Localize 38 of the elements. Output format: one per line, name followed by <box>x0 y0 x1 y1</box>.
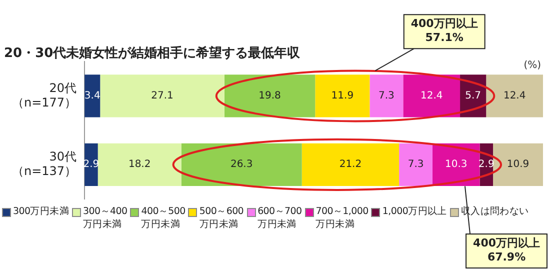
data-label: 5.7 <box>465 90 482 102</box>
bar <box>181 143 302 186</box>
legend-label: 300～400万円未満 <box>83 205 128 231</box>
data-label: 19.8 <box>258 90 281 102</box>
text: 400万円以上 57.1% <box>410 17 478 44</box>
bar <box>399 143 433 186</box>
data-label: 7.3 <box>378 90 394 102</box>
bar <box>302 143 400 186</box>
data-label: 10.3 <box>444 159 468 170</box>
legend-label: 500～600万円未満 <box>199 205 244 231</box>
bar <box>224 74 316 118</box>
data-label: 11.9 <box>331 90 354 102</box>
data-label: 21.2 <box>339 159 362 170</box>
data-label: 10.9 <box>506 159 530 170</box>
legend-label: 1,000万円以上 <box>382 205 447 218</box>
bar <box>493 143 543 186</box>
bar <box>403 74 460 118</box>
legend-label: 600～700万円未満 <box>258 205 302 231</box>
chart-title: 20・30代未婚女性が結婚相手に希望する最低年収 <box>4 45 302 62</box>
data-label: 27.1 <box>151 90 174 102</box>
data-label: 7.3 <box>408 159 424 170</box>
legend-label: 700～1,000万円未満 <box>316 205 368 231</box>
y-tick-label: 20代（n=177） <box>12 80 77 110</box>
bar <box>370 74 404 118</box>
data-label: 18.2 <box>128 159 151 170</box>
bar <box>486 74 543 118</box>
data-label: 12.4 <box>503 90 526 102</box>
annotation: (%) <box>524 60 542 72</box>
text: 400万円以上 67.9% <box>473 236 540 264</box>
bar <box>100 74 224 118</box>
legend-label: 300万円未満 <box>13 205 70 218</box>
legend-label: 400～500万円未満 <box>141 205 186 231</box>
data-label: 26.3 <box>230 159 253 170</box>
y-tick-label: 30代（n=137） <box>12 150 77 178</box>
bar <box>98 143 182 186</box>
data-label: 12.4 <box>420 90 443 102</box>
bar <box>315 74 370 118</box>
data-label: 3.4 <box>84 90 100 102</box>
